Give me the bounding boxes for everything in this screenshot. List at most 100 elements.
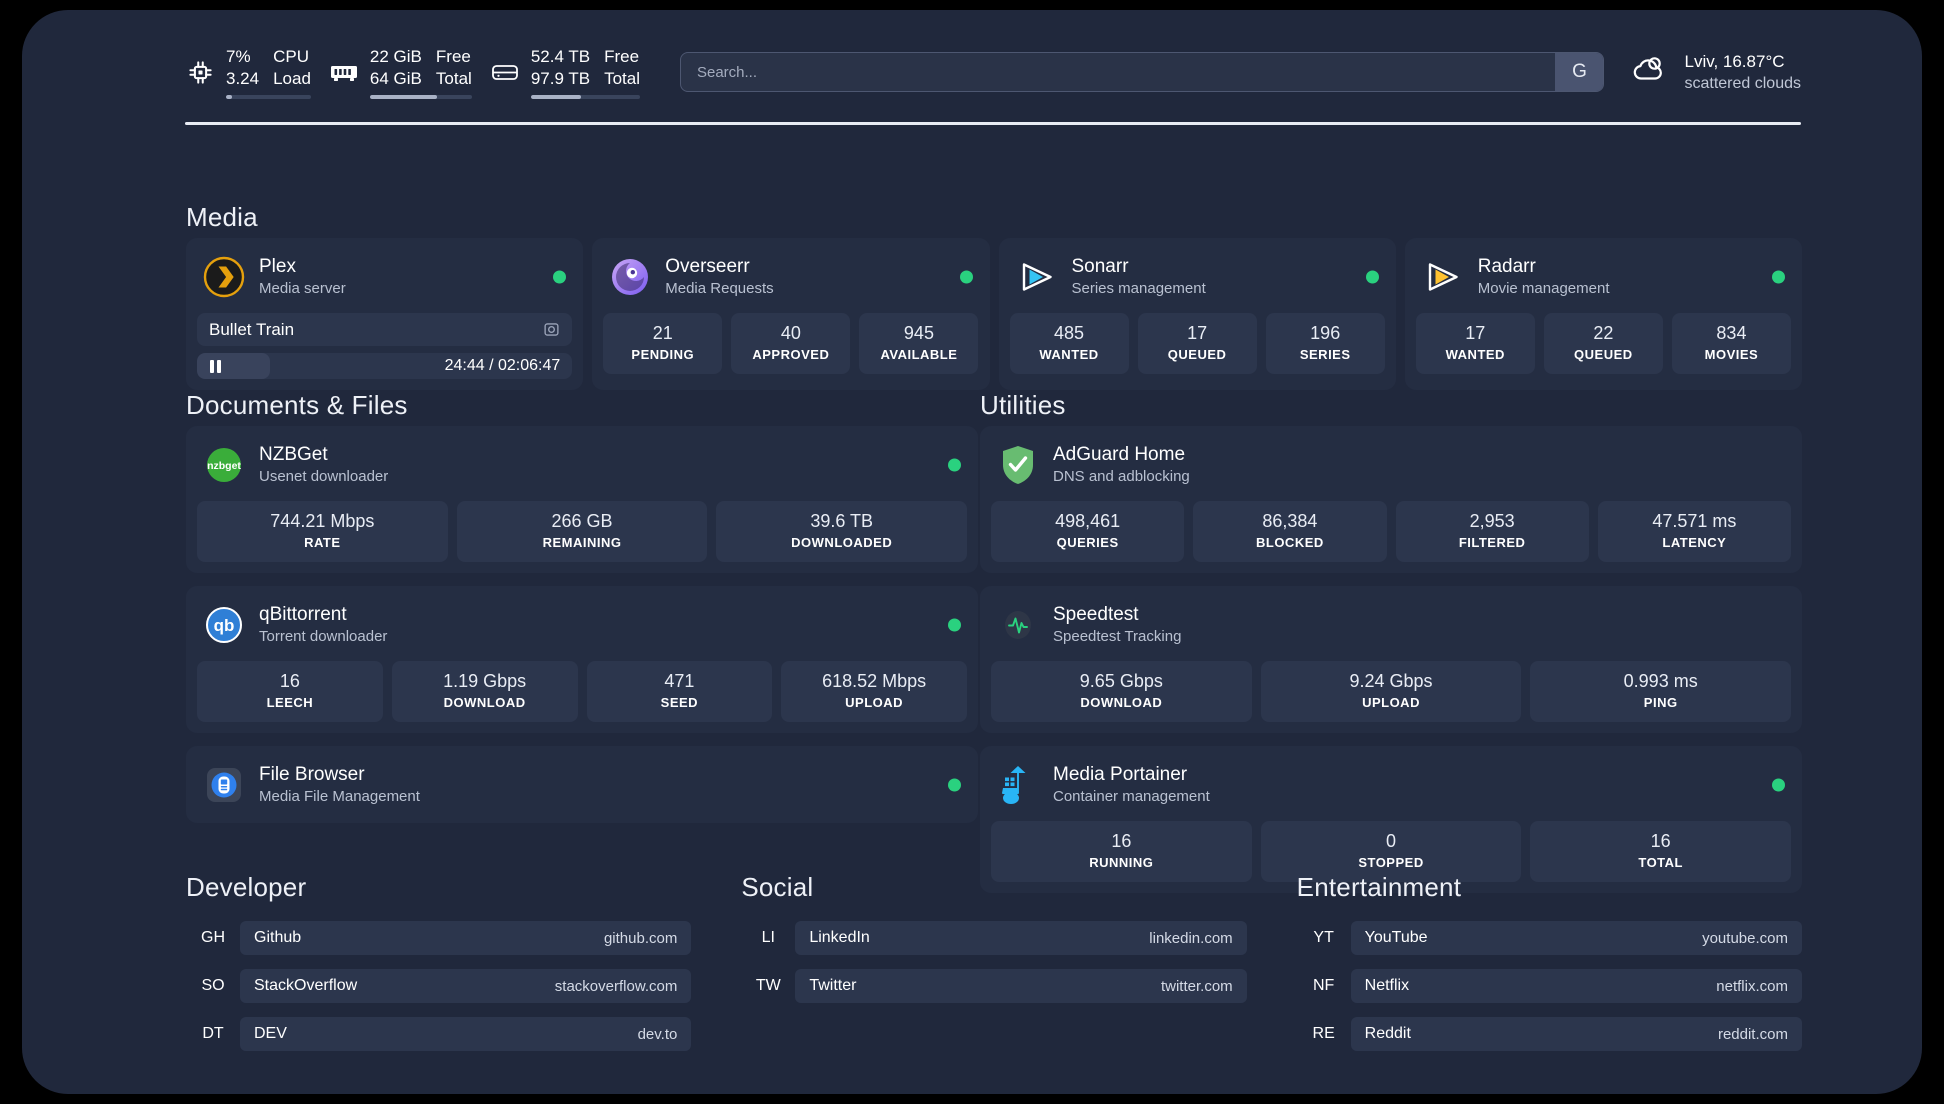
adguard-logo [997,444,1039,486]
bookmark-name: LinkedIn [809,929,870,946]
section-title-documents: Documents & Files [186,390,408,420]
section-title-social: Social [741,872,814,902]
card-title: File Browser [259,764,365,785]
stat-value: 1.19 Gbps [443,671,527,691]
stat-value: 16 [279,671,300,691]
search-input[interactable] [680,53,1556,91]
stat-cell: 9.24 Gbps UPLOAD [1260,661,1522,722]
card-subtitle: Movie management [1477,280,1610,297]
weather-widget[interactable]: Lviv, 16.87°C scattered clouds [1630,51,1801,94]
stat-label: UPLOAD [1362,695,1420,710]
cast-icon[interactable] [543,321,560,338]
stat-cell: 40 APPROVED [731,313,851,374]
overseerr-logo [609,256,651,298]
speedtest-logo [997,604,1039,646]
now-playing-row[interactable]: Bullet Train [197,313,573,346]
stat-value: 485 [1054,323,1085,343]
service-card-media-portainer[interactable]: Media Portainer Container management 16 … [980,746,1802,893]
service-card-nzbget[interactable]: nzbget NZBGet Usenet downloader 744.21 M… [186,426,978,573]
bookmark-body[interactable]: StackOverflow stackoverflow.com [240,969,692,1003]
bookmark-body[interactable]: Netflix netflix.com [1350,969,1802,1003]
radarr-logo [1422,256,1464,298]
bookmark-body[interactable]: Twitter twitter.com [795,969,1247,1003]
bookmark-item[interactable]: YT YouTube youtube.com [1297,921,1802,955]
search-bar[interactable]: G [679,52,1605,92]
media-card-row: Plex Media server Bullet Train 24:44 / 0… [186,238,1802,390]
stat-cell: 485 WANTED [1009,313,1129,374]
service-card-plex[interactable]: Plex Media server Bullet Train 24:44 / 0… [186,238,584,390]
section-title-media: Media [186,202,258,232]
bookmark-body[interactable]: Reddit reddit.com [1350,1017,1802,1051]
stat-label: QUERIES [1056,535,1119,550]
bookmark-group-entertainment: Entertainment YT YouTube youtube.com NF … [1297,872,1802,1065]
stat-value: 9.24 Gbps [1349,671,1433,691]
status-badge [948,778,961,791]
card-title: Radarr [1477,256,1536,277]
bookmark-url: twitter.com [1160,977,1233,995]
hard-drive-icon [490,57,520,87]
stat-cell: 2,953 FILTERED [1395,501,1589,562]
bookmark-item[interactable]: DT DEV dev.to [186,1017,692,1051]
playback-progress-fill [197,353,271,379]
service-card-file-browser[interactable]: File Browser Media File Management [186,746,978,823]
card-title: AdGuard Home [1053,444,1186,465]
bookmark-name: StackOverflow [254,977,358,994]
bookmark-item[interactable]: SO StackOverflow stackoverflow.com [186,969,692,1003]
bookmark-item[interactable]: NF Netflix netflix.com [1297,969,1802,1003]
stat-cell: 945 AVAILABLE [859,313,979,374]
stat-cell: 618.52 Mbps UPLOAD [781,661,967,722]
documents-card-column: nzbget NZBGet Usenet downloader 744.21 M… [186,426,978,823]
section-title-utilities: Utilities [980,390,1066,420]
card-title: qBittorrent [259,604,347,625]
service-card-adguard-home[interactable]: AdGuard Home DNS and adblocking 498,461 … [980,426,1802,573]
memory-usage-bar [369,94,472,99]
bookmark-item[interactable]: GH Github github.com [186,921,692,955]
playback-progress-bar[interactable]: 24:44 / 02:06:47 [197,353,573,379]
pause-icon[interactable] [210,359,221,373]
memory-ram-icon [329,57,359,87]
bookmark-abbr: NF [1312,977,1335,994]
status-badge [959,270,973,283]
stat-value: 0.993 ms [1623,671,1698,691]
card-subtitle: Container management [1053,788,1210,805]
bookmark-name: Github [254,929,302,946]
memory-label-top: Free [435,46,471,66]
card-header: qb qBittorrent Torrent downloader [197,597,967,652]
bookmark-item[interactable]: LI LinkedIn linkedin.com [741,921,1247,955]
bookmark-item[interactable]: TW Twitter twitter.com [741,969,1247,1003]
bookmark-abbr: YT [1313,929,1334,946]
bookmark-body[interactable]: DEV dev.to [240,1017,692,1051]
bookmark-body[interactable]: YouTube youtube.com [1350,921,1802,955]
bookmark-abbr: DT [202,1025,224,1042]
card-subtitle: Media File Management [259,788,420,805]
search-engine-button[interactable]: G [1555,53,1604,91]
stat-label: RATE [304,535,341,550]
service-card-sonarr[interactable]: Sonarr Series management 485 WANTED 17 Q… [998,238,1396,390]
bookmark-item[interactable]: RE Reddit reddit.com [1297,1017,1802,1051]
card-stats: 16 RUNNING 0 STOPPED 16 TOTAL [991,821,1792,882]
bookmark-abbr: LI [761,929,775,946]
disk-usage-bar [530,94,640,99]
stat-value: 0 [1386,831,1397,851]
service-card-radarr[interactable]: Radarr Movie management 17 WANTED 22 QUE… [1404,238,1802,390]
bookmark-body[interactable]: Github github.com [240,921,692,955]
service-card-qbittorrent[interactable]: qb qBittorrent Torrent downloader 16 LEE… [186,586,978,733]
stat-label: STOPPED [1358,855,1424,870]
service-card-speedtest[interactable]: Speedtest Speedtest Tracking 9.65 Gbps D… [980,586,1802,733]
bookmark-body[interactable]: LinkedIn linkedin.com [795,921,1247,955]
status-badge [1772,270,1785,283]
service-card-overseerr[interactable]: Overseerr Media Requests 21 PENDING 40 A… [592,238,990,390]
cpu-usage-bar [226,94,311,99]
portainer-logo [997,764,1039,806]
bookmarks-area: Developer GH Github github.com SO StackO… [186,872,1802,1065]
dashboard-frame: 7% 3.24 CPU Load [22,10,1922,1094]
stat-cell: 744.21 Mbps RATE [197,501,448,562]
memory-total-value: 64 GiB [369,68,422,88]
bookmark-name: Reddit [1364,1025,1411,1042]
stat-label: UPLOAD [845,695,904,710]
card-header: nzbget NZBGet Usenet downloader [197,437,967,492]
card-stats: 485 WANTED 17 QUEUED 196 SERIES [1009,313,1385,374]
card-title: Speedtest [1053,604,1139,625]
bookmark-abbr: SO [201,977,225,994]
card-header: Radarr Movie management [1416,249,1791,304]
